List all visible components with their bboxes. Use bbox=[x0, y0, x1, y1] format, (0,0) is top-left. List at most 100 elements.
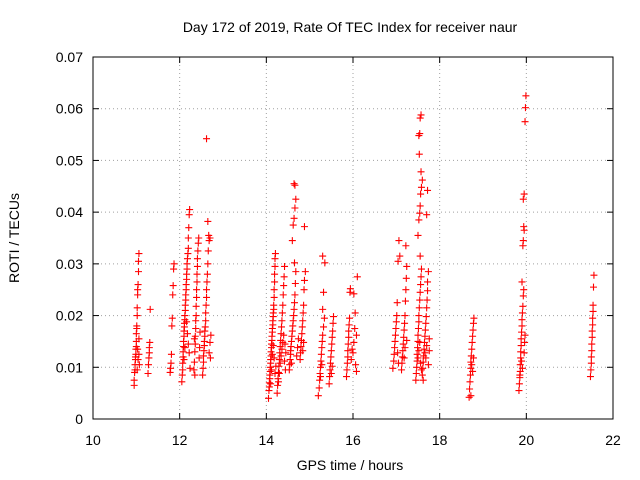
data-point bbox=[468, 361, 476, 369]
data-point bbox=[590, 271, 598, 279]
y-axis-ticks: 0 0.01 0.02 0.03 0.04 0.05 0.06 0.07 bbox=[56, 49, 613, 427]
data-point bbox=[319, 305, 327, 313]
data-point bbox=[417, 281, 425, 289]
data-point bbox=[183, 318, 191, 326]
data-point bbox=[300, 276, 308, 284]
data-point bbox=[291, 291, 299, 299]
data-point bbox=[398, 359, 406, 367]
data-point bbox=[344, 347, 352, 355]
data-point bbox=[328, 333, 336, 341]
data-point bbox=[196, 328, 204, 336]
data-point bbox=[469, 354, 477, 362]
data-point bbox=[281, 262, 289, 270]
data-point bbox=[419, 364, 427, 372]
data-point bbox=[416, 202, 424, 210]
data-point bbox=[134, 345, 142, 353]
data-point bbox=[293, 352, 301, 360]
data-point bbox=[425, 335, 433, 343]
data-point bbox=[203, 278, 211, 286]
data-point bbox=[588, 333, 596, 341]
data-point bbox=[469, 367, 477, 375]
data-point bbox=[204, 260, 212, 268]
data-point bbox=[203, 293, 211, 301]
data-point bbox=[179, 366, 187, 374]
data-point bbox=[589, 301, 597, 309]
data-point bbox=[192, 325, 200, 332]
data-point bbox=[413, 363, 421, 371]
chart-title: Day 172 of 2019, Rate Of TEC Index for r… bbox=[183, 19, 518, 35]
data-point bbox=[420, 345, 428, 353]
x-tick-label: 20 bbox=[519, 432, 535, 448]
x-tick-label: 18 bbox=[432, 432, 448, 448]
data-point bbox=[522, 92, 530, 100]
data-point bbox=[184, 340, 192, 348]
data-point bbox=[401, 319, 409, 327]
data-point bbox=[315, 384, 323, 392]
data-point bbox=[518, 328, 526, 336]
data-point bbox=[414, 231, 422, 239]
data-point bbox=[291, 181, 299, 189]
data-point bbox=[518, 309, 526, 317]
data-point bbox=[318, 361, 326, 369]
data-point bbox=[329, 319, 337, 327]
data-point bbox=[291, 204, 299, 212]
data-point bbox=[275, 362, 283, 370]
data-point bbox=[469, 332, 477, 340]
data-point bbox=[345, 333, 353, 341]
data-point bbox=[207, 331, 215, 339]
data-point bbox=[133, 304, 141, 312]
data-point bbox=[190, 366, 198, 374]
data-point bbox=[195, 354, 203, 362]
data-point bbox=[327, 369, 335, 377]
data-point bbox=[279, 301, 287, 309]
data-point bbox=[170, 260, 178, 268]
data-point bbox=[515, 380, 523, 388]
data-point bbox=[314, 392, 322, 400]
data-point bbox=[349, 349, 357, 357]
data-point bbox=[587, 366, 595, 374]
data-point bbox=[299, 309, 307, 317]
data-point bbox=[414, 354, 422, 362]
data-point bbox=[135, 250, 143, 258]
data-point bbox=[203, 286, 211, 294]
y-tick-label: 0.07 bbox=[56, 49, 83, 65]
data-point bbox=[133, 312, 141, 320]
data-point bbox=[294, 344, 302, 352]
data-point bbox=[394, 349, 402, 357]
data-point bbox=[328, 340, 336, 348]
data-point bbox=[421, 332, 429, 340]
data-point bbox=[319, 331, 327, 339]
data-point bbox=[392, 318, 400, 326]
x-tick-label: 16 bbox=[345, 432, 361, 448]
data-point bbox=[343, 359, 351, 367]
data-point bbox=[317, 357, 325, 365]
data-point bbox=[192, 312, 200, 320]
data-point bbox=[186, 206, 194, 214]
data-point bbox=[519, 302, 527, 310]
data-point bbox=[518, 357, 526, 365]
data-point bbox=[203, 270, 211, 278]
data-point bbox=[518, 278, 526, 286]
data-point bbox=[185, 224, 193, 232]
data-point bbox=[589, 321, 597, 329]
data-point bbox=[183, 330, 191, 338]
data-point bbox=[469, 326, 477, 334]
data-point bbox=[276, 359, 284, 367]
data-point bbox=[589, 307, 597, 315]
y-tick-label: 0.06 bbox=[56, 101, 83, 117]
data-point bbox=[203, 135, 211, 143]
data-point bbox=[415, 312, 423, 320]
data-point bbox=[192, 302, 200, 310]
data-point bbox=[320, 323, 328, 331]
y-tick-label: 0.05 bbox=[56, 152, 83, 168]
data-point bbox=[271, 270, 279, 278]
data-point bbox=[415, 304, 423, 312]
data-point bbox=[424, 278, 432, 286]
data-point bbox=[587, 359, 595, 367]
data-point bbox=[352, 361, 360, 369]
data-point bbox=[402, 274, 410, 282]
data-point bbox=[414, 325, 422, 332]
data-point bbox=[184, 244, 192, 252]
data-point bbox=[267, 380, 275, 388]
data-point bbox=[414, 337, 422, 345]
